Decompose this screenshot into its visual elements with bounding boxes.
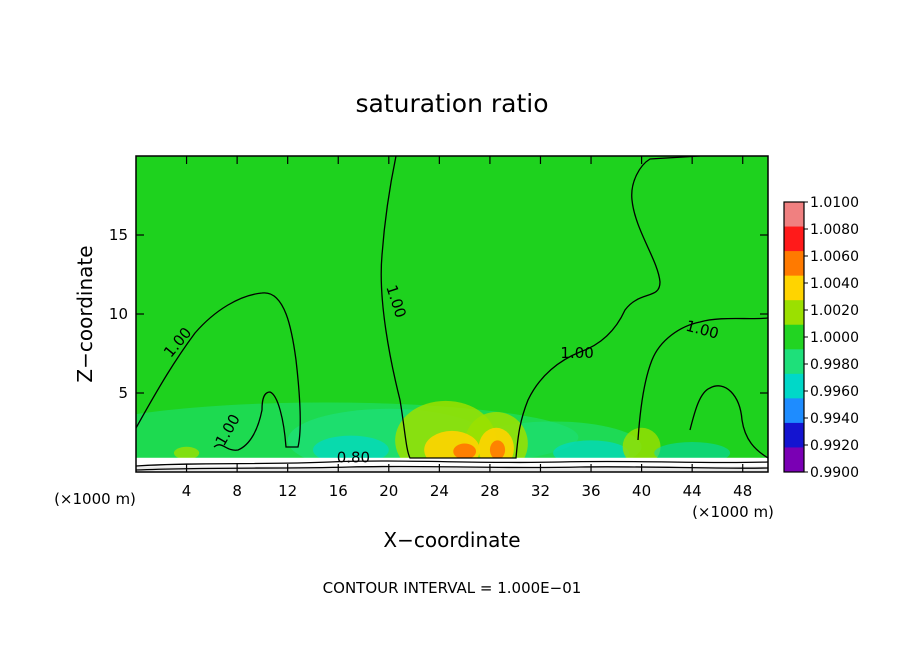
contour-interval-note: CONTOUR INTERVAL = 1.000E−01 bbox=[323, 579, 582, 597]
colorbar-swatch-9 bbox=[784, 422, 804, 448]
y-axis-ticks: 5 10 15 bbox=[109, 226, 768, 402]
colorbar: 1.0100 1.0080 1.0060 1.0040 1.0020 1.0000 0.99… bbox=[783, 195, 859, 481]
x-tick-label-2: 12 bbox=[278, 482, 297, 500]
field-features bbox=[136, 400, 768, 472]
colorbar-label-7: 0.9960 bbox=[810, 384, 859, 400]
x-tick-label-4: 20 bbox=[379, 482, 398, 500]
x-tick-label-9: 40 bbox=[632, 482, 651, 500]
plot-area: 1.001.001.001.001.000.80 bbox=[135, 155, 769, 473]
colorbar-label-1: 1.0080 bbox=[810, 222, 859, 238]
field-feature-10 bbox=[489, 440, 506, 460]
colorbar-swatch-10 bbox=[784, 447, 804, 473]
x-tick-label-1: 8 bbox=[232, 482, 242, 500]
contour-label-5: 0.80 bbox=[337, 449, 370, 467]
y-tick-label-2: 15 bbox=[109, 226, 128, 244]
x-tick-label-10: 44 bbox=[683, 482, 702, 500]
colorbar-swatch-8 bbox=[784, 398, 804, 424]
x-tick-label-3: 16 bbox=[329, 482, 348, 500]
y-tick-label-0: 5 bbox=[118, 384, 128, 402]
contour-line-right bbox=[637, 317, 768, 459]
field-feature-3 bbox=[312, 435, 389, 465]
colorbar-swatch-4 bbox=[784, 300, 804, 326]
x-axis-ticks: 4 8 12 16 20 24 28 32 36 40 44 48 bbox=[182, 156, 752, 500]
colorbar-label-2: 1.0060 bbox=[810, 249, 859, 265]
contour-line-center bbox=[380, 156, 701, 459]
x-axis-units-right: (×1000 m) bbox=[692, 503, 774, 521]
colorbar-swatch-2 bbox=[784, 251, 804, 277]
x-tick-label-0: 4 bbox=[182, 482, 192, 500]
x-tick-label-11: 48 bbox=[733, 482, 752, 500]
x-axis-units-left: (×1000 m) bbox=[54, 490, 136, 508]
contour-line-bottom-a bbox=[136, 460, 768, 467]
colorbar-swatch-0 bbox=[784, 202, 804, 228]
y-axis-label: Z−coordinate bbox=[73, 245, 97, 382]
colorbar-label-0: 1.0100 bbox=[810, 195, 859, 211]
field-feature-11 bbox=[622, 427, 661, 466]
colorbar-swatch-7 bbox=[784, 373, 804, 399]
colorbar-swatch-1 bbox=[784, 226, 804, 252]
colorbar-label-6: 0.9980 bbox=[810, 357, 859, 373]
contour-line-bottom-b bbox=[136, 465, 768, 471]
colorbar-label-4: 1.0020 bbox=[810, 303, 859, 319]
colorbar-label-3: 1.0040 bbox=[810, 276, 859, 292]
x-tick-label-6: 28 bbox=[480, 482, 499, 500]
colorbar-label-10: 0.9900 bbox=[810, 465, 859, 481]
colorbar-swatch-5 bbox=[784, 324, 804, 350]
x-tick-label-7: 32 bbox=[531, 482, 550, 500]
colorbar-label-9: 0.9920 bbox=[810, 438, 859, 454]
contour-label-3: 1.00 bbox=[560, 344, 593, 362]
field-feature-9 bbox=[453, 443, 477, 460]
x-tick-label-8: 36 bbox=[581, 482, 600, 500]
colorbar-swatch-3 bbox=[784, 275, 804, 301]
x-tick-label-5: 24 bbox=[430, 482, 449, 500]
field-feature-12 bbox=[173, 446, 200, 460]
y-tick-label-1: 10 bbox=[109, 305, 128, 323]
surface-ground bbox=[136, 466, 768, 472]
contour-line-left bbox=[136, 292, 301, 451]
colorbar-label-5: 1.0000 bbox=[810, 330, 859, 346]
colorbar-label-8: 0.9940 bbox=[810, 411, 859, 427]
colorbar-swatch-6 bbox=[784, 349, 804, 375]
x-axis-label: X−coordinate bbox=[383, 528, 520, 552]
chart-title: saturation ratio bbox=[355, 89, 548, 118]
contour-lines bbox=[136, 156, 768, 471]
